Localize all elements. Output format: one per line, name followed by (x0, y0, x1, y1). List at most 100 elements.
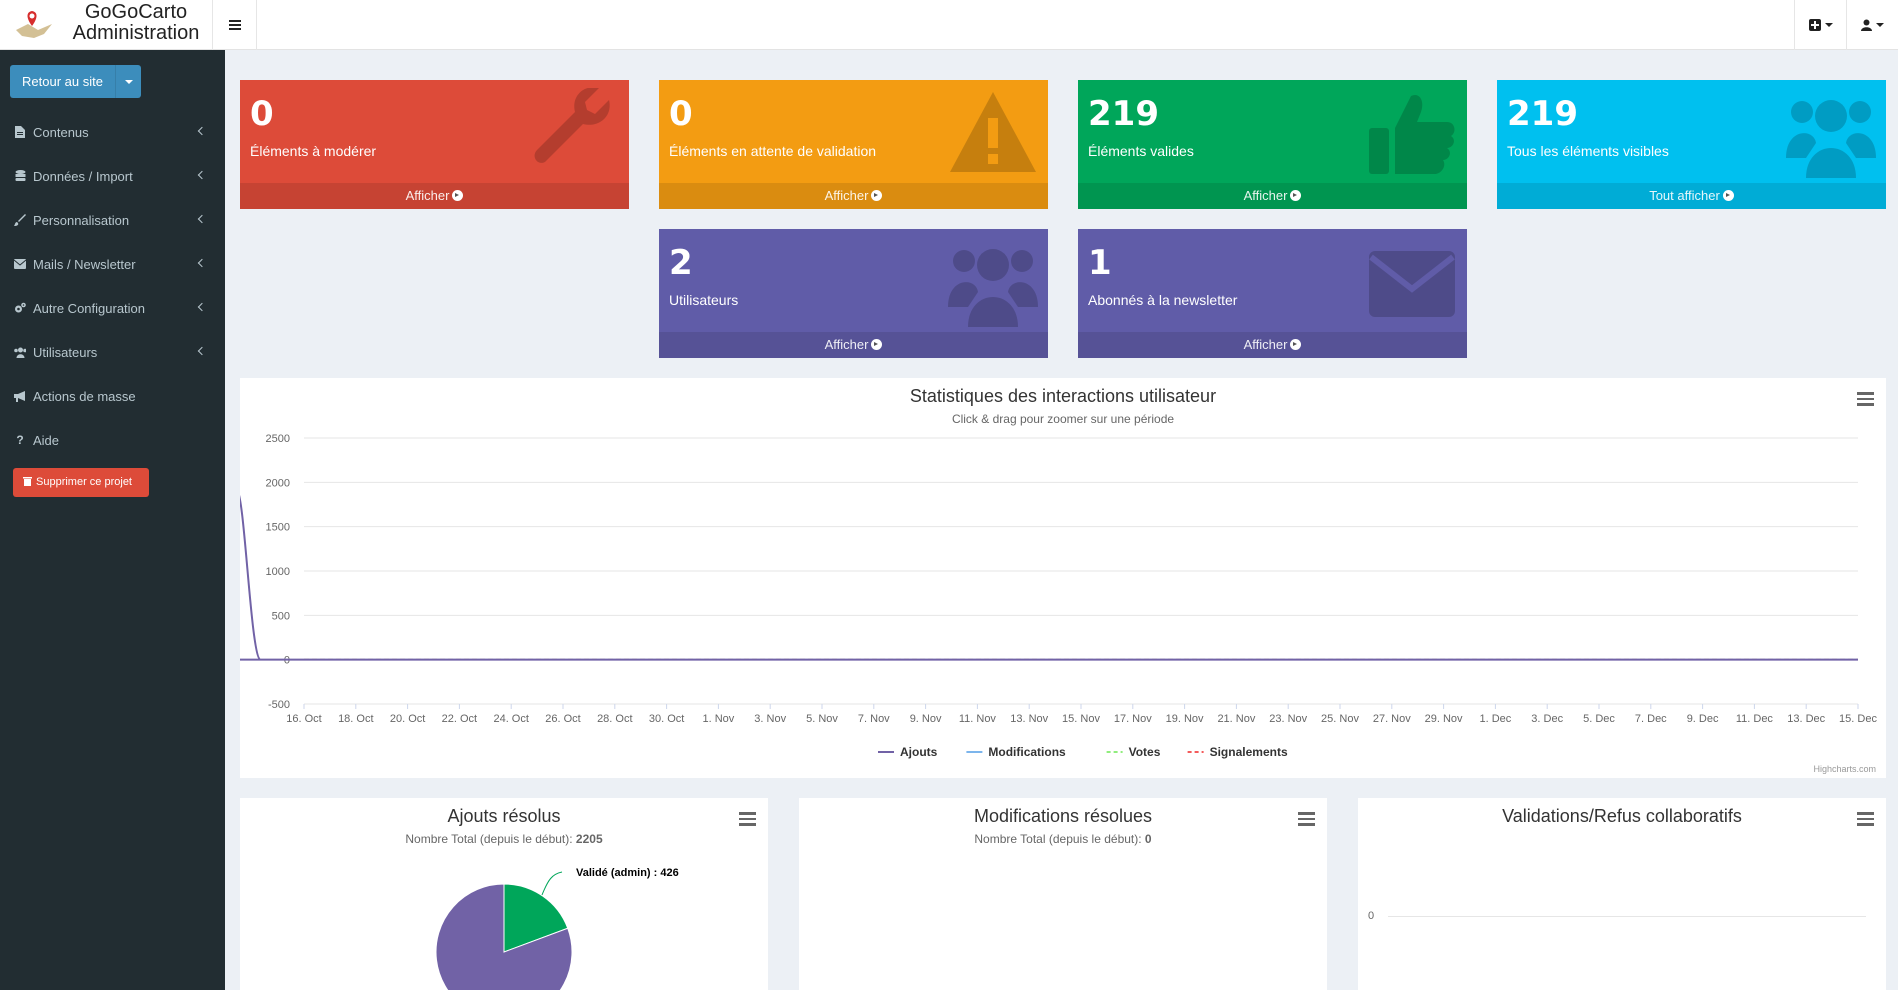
chevron-left-icon (197, 170, 207, 180)
users-icon (948, 249, 1038, 327)
arrow-circle-right-icon (871, 190, 883, 201)
stat-footer-link[interactable]: Tout afficher (1497, 183, 1886, 209)
sidebar-item-autre-configuration[interactable]: Autre Configuration (0, 286, 225, 330)
x-tick-label: 11. Dec (1736, 713, 1774, 725)
pie-data-label: Validé (admin) : 426 (576, 867, 679, 879)
x-tick-label: 21. Nov (1217, 713, 1255, 725)
sidebar: Retour au site Contenus Données / Import… (0, 50, 225, 990)
stat-label: Utilisateurs (669, 292, 739, 308)
x-tick-label: 28. Oct (597, 713, 632, 725)
x-tick-label: 1. Nov (703, 713, 735, 725)
legend-item[interactable]: Signalements (1210, 745, 1288, 759)
stat-link-label: Afficher (824, 188, 869, 203)
back-to-site-button[interactable]: Retour au site (10, 65, 116, 98)
bullhorn-icon (14, 390, 26, 402)
chart-menu-icon[interactable] (1298, 812, 1315, 826)
sidebar-item-personnalisation[interactable]: Personnalisation (0, 198, 225, 242)
x-tick-label: 18. Oct (338, 713, 373, 725)
x-tick-label: 5. Nov (806, 713, 838, 725)
wrench-icon (534, 88, 610, 163)
chart-title: Validations/Refus collaboratifs (1502, 806, 1742, 826)
stat-box-newsletter: 1 Abonnés à la newsletter Afficher (1078, 229, 1467, 358)
x-tick-label: 9. Dec (1687, 713, 1719, 725)
trash-icon (23, 477, 32, 486)
sidebar-item-aide[interactable]: ? Aide (0, 418, 225, 462)
chart-credits[interactable]: Highcharts.com (1813, 764, 1876, 774)
brush-icon (14, 214, 26, 226)
sidebar-item-label: Utilisateurs (33, 344, 98, 360)
x-tick-label: 13. Dec (1787, 713, 1825, 725)
user-menu-button[interactable] (1846, 0, 1898, 50)
pie-slice[interactable] (503, 883, 569, 953)
delete-project-label: Supprimer ce projet (36, 476, 132, 488)
pie-slice[interactable] (435, 883, 573, 990)
add-menu-button[interactable] (1794, 0, 1846, 50)
stat-footer-link[interactable]: Afficher (240, 183, 629, 209)
stat-footer-link[interactable]: Afficher (1078, 332, 1467, 358)
arrow-circle-right-icon (1722, 190, 1734, 201)
subtitle-prefix: Nombre Total (depuis le début): (405, 832, 576, 846)
chart-menu-icon[interactable] (1857, 812, 1874, 826)
y-tick-label: 2500 (266, 433, 290, 445)
stat-link-label: Afficher (824, 337, 869, 352)
back-dropdown-button[interactable] (116, 65, 141, 98)
chart-subtitle: Nombre Total (depuis le début): 2205 (240, 832, 768, 846)
stat-value: 1 (1088, 243, 1112, 283)
subtitle-value: 0 (1144, 832, 1152, 846)
sidebar-item-label: Données / Import (33, 168, 133, 184)
subtitle-prefix: Nombre Total (depuis le début): (974, 832, 1145, 846)
stat-footer-link[interactable]: Afficher (1078, 183, 1467, 209)
x-tick-label: 29. Nov (1425, 713, 1463, 725)
stat-box-pending: 0 Éléments en attente de validation Affi… (659, 80, 1048, 209)
chevron-left-icon (197, 214, 207, 224)
stat-footer-link[interactable]: Afficher (659, 183, 1048, 209)
sidebar-toggle-button[interactable] (212, 0, 257, 50)
sidebar-menu: Contenus Données / Import Personnalisati… (0, 110, 225, 462)
y-tick-label: 2000 (266, 477, 290, 489)
x-tick-label: 30. Oct (649, 713, 684, 725)
chart-menu-icon[interactable] (1857, 392, 1874, 406)
legend-item[interactable]: Ajouts (900, 745, 938, 759)
brand-title-line1: GoGoCarto (84, 1, 188, 23)
chart-subtitle: Nombre Total (depuis le début): 0 (799, 832, 1327, 846)
x-tick-label: 22. Oct (442, 713, 477, 725)
brand[interactable]: GoGoCarto Administration (0, 0, 225, 50)
envelope-icon (14, 258, 26, 270)
brand-title-line2: Administration (72, 22, 200, 44)
sidebar-item-contenus[interactable]: Contenus (0, 110, 225, 154)
sidebar-item-utilisateurs[interactable]: Utilisateurs (0, 330, 225, 374)
pie-connector (541, 871, 563, 896)
envelope-icon (1369, 251, 1455, 317)
delete-project-button[interactable]: Supprimer ce projet (13, 468, 149, 497)
stat-box-moderate: 0 Éléments à modérer Afficher (240, 80, 629, 209)
stat-link-label: Afficher (405, 188, 450, 203)
sidebar-item-mails-newsletter[interactable]: Mails / Newsletter (0, 242, 225, 286)
x-tick-label: 3. Nov (754, 713, 786, 725)
chevron-down-icon (124, 79, 133, 84)
brand-title: GoGoCarto Administration (56, 2, 216, 44)
sidebar-item-donnees-import[interactable]: Données / Import (0, 154, 225, 198)
stat-label: Éléments valides (1088, 143, 1194, 159)
x-tick-label: 5. Dec (1583, 713, 1615, 725)
top-header: GoGoCarto Administration (0, 0, 1898, 50)
legend-item[interactable]: Votes (1129, 745, 1161, 759)
sidebar-item-actions-de-masse[interactable]: Actions de masse (0, 374, 225, 418)
x-tick-label: 17. Nov (1114, 713, 1152, 725)
chevron-down-icon (1824, 23, 1833, 27)
chart-menu-icon[interactable] (739, 812, 756, 826)
x-tick-label: 27. Nov (1373, 713, 1411, 725)
chart-title: Statistiques des interactions utilisateu… (909, 386, 1217, 406)
stat-footer-link[interactable]: Afficher (659, 332, 1048, 358)
ajouts-pie-chart[interactable]: Validé (admin) : 426 (240, 798, 768, 990)
cogs-icon (14, 302, 26, 314)
legend-item[interactable]: Modifications (988, 745, 1066, 759)
x-tick-label: 26. Oct (545, 713, 580, 725)
arrow-circle-right-icon (452, 190, 464, 201)
sidebar-item-label: Actions de masse (33, 388, 136, 404)
x-tick-label: 1. Dec (1480, 713, 1512, 725)
stat-label: Abonnés à la newsletter (1088, 292, 1238, 308)
x-tick-label: 16. Oct (286, 713, 321, 725)
stat-value: 0 (669, 94, 693, 134)
sidebar-item-label: Autre Configuration (33, 300, 146, 316)
